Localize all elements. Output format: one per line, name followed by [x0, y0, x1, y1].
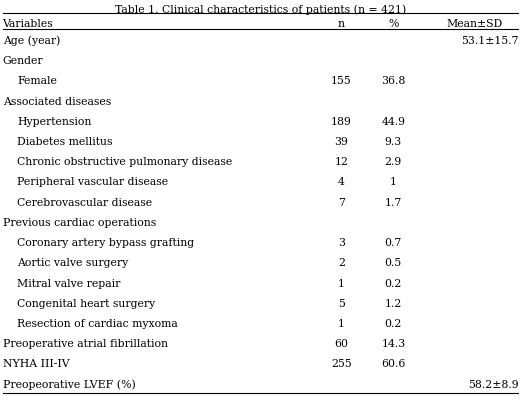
Text: 7: 7 [338, 198, 345, 208]
Text: Preopeorative LVEF (%): Preopeorative LVEF (%) [3, 380, 135, 390]
Text: Female: Female [17, 76, 57, 86]
Text: 2: 2 [338, 258, 345, 268]
Text: Associated diseases: Associated diseases [3, 96, 111, 106]
Text: Congenital heart surgery: Congenital heart surgery [17, 299, 155, 309]
Text: 60.6: 60.6 [381, 360, 405, 370]
Text: 189: 189 [331, 117, 352, 127]
Text: %: % [388, 19, 399, 29]
Text: 58.2±8.9: 58.2±8.9 [468, 380, 518, 390]
Text: n: n [338, 19, 345, 29]
Text: 255: 255 [331, 360, 352, 370]
Text: 14.3: 14.3 [381, 339, 405, 349]
Text: 0.2: 0.2 [384, 278, 402, 288]
Text: 1.2: 1.2 [384, 299, 402, 309]
Text: 36.8: 36.8 [381, 76, 405, 86]
Text: 1: 1 [338, 319, 345, 329]
Text: 60: 60 [334, 339, 348, 349]
Text: 1: 1 [390, 178, 397, 188]
Text: Aortic valve surgery: Aortic valve surgery [17, 258, 129, 268]
Text: Chronic obstructive pulmonary disease: Chronic obstructive pulmonary disease [17, 157, 232, 167]
Text: Mitral valve repair: Mitral valve repair [17, 278, 120, 288]
Text: 0.7: 0.7 [384, 238, 402, 248]
Text: Cerebrovascular disease: Cerebrovascular disease [17, 198, 152, 208]
Text: Variables: Variables [3, 19, 53, 29]
Text: Preoperative atrial fibrillation: Preoperative atrial fibrillation [3, 339, 168, 349]
Text: 39: 39 [334, 137, 348, 147]
Text: Peripheral vascular disease: Peripheral vascular disease [17, 178, 168, 188]
Text: 9.3: 9.3 [384, 137, 402, 147]
Text: 1.7: 1.7 [384, 198, 402, 208]
Text: Gender: Gender [3, 56, 43, 66]
Text: 0.5: 0.5 [384, 258, 402, 268]
Text: 2.9: 2.9 [384, 157, 402, 167]
Text: 4: 4 [338, 178, 345, 188]
Text: NYHA III-IV: NYHA III-IV [3, 360, 69, 370]
Text: Hypertension: Hypertension [17, 117, 92, 127]
Text: Table 1. Clinical characteristics of patients (n = 421): Table 1. Clinical characteristics of pat… [115, 4, 406, 14]
Text: Previous cardiac operations: Previous cardiac operations [3, 218, 156, 228]
Text: 12: 12 [334, 157, 348, 167]
Text: Diabetes mellitus: Diabetes mellitus [17, 137, 113, 147]
Text: 44.9: 44.9 [381, 117, 405, 127]
Text: 5: 5 [338, 299, 345, 309]
Text: Resection of cardiac myxoma: Resection of cardiac myxoma [17, 319, 178, 329]
Text: Age (year): Age (year) [3, 36, 60, 46]
Text: 1: 1 [338, 278, 345, 288]
Text: 53.1±15.7: 53.1±15.7 [461, 36, 518, 46]
Text: Mean±SD: Mean±SD [446, 19, 502, 29]
Text: Coronary artery bypass grafting: Coronary artery bypass grafting [17, 238, 194, 248]
Text: 0.2: 0.2 [384, 319, 402, 329]
Text: 155: 155 [331, 76, 352, 86]
Text: 3: 3 [338, 238, 345, 248]
